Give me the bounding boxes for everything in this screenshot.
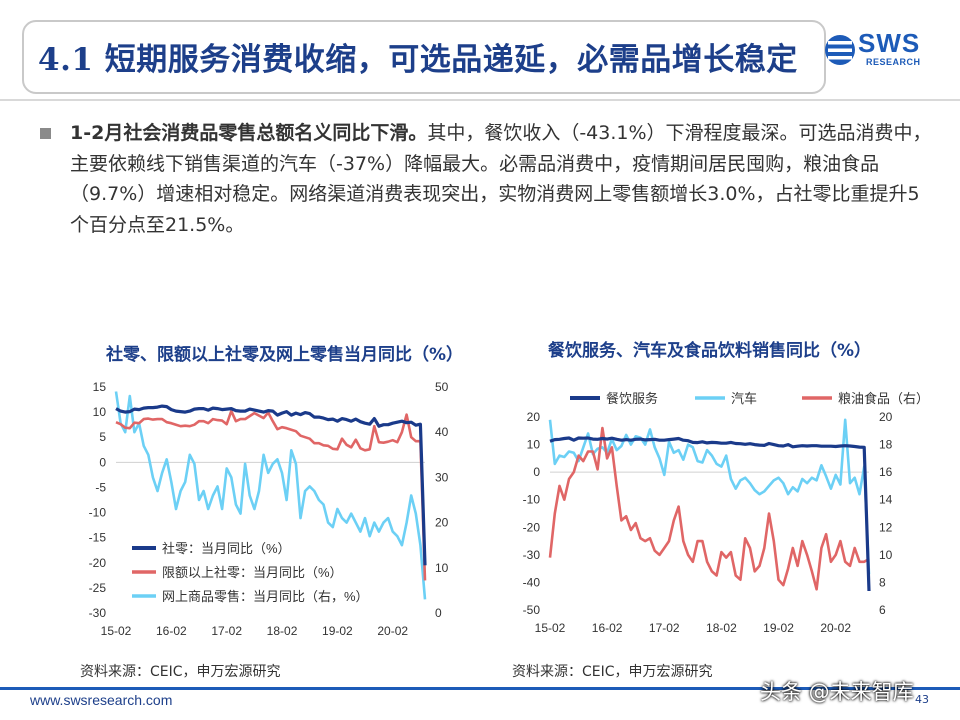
series-line-2 [115, 409, 427, 581]
series-line-3 [114, 391, 427, 600]
y-left-tick-label: -10 [89, 506, 107, 520]
right-chart: 20 10 0 -10 -20 -30 -40 -50 20 18 16 14 12 10 8 6 15-02 1… [523, 391, 929, 635]
y-left-tick-label: -50 [523, 603, 541, 617]
y-left-tick-label: -20 [523, 520, 541, 534]
y-left-tick-label: -5 [95, 480, 106, 494]
series-line-1 [115, 404, 427, 566]
x-tick-label: 18-02 [267, 624, 298, 638]
y-left-tick-label: 20 [527, 410, 541, 424]
x-tick-label: 16-02 [156, 624, 187, 638]
x-tick-label: 19-02 [322, 624, 353, 638]
watermark-text: 头条 @未来智库 [760, 680, 914, 704]
y-right-tick-label: 30 [435, 470, 449, 484]
y-left-tick-label: -25 [89, 581, 107, 595]
y-left-tick-label: 0 [99, 455, 106, 469]
y-left-tick-label: 10 [527, 438, 541, 452]
y-left-tick-label: -30 [89, 606, 107, 620]
footer-url[interactable]: www.swsresearch.com [30, 692, 173, 708]
y-right-tick-label: 40 [435, 425, 449, 439]
page-title: 4.1 短期服务消费收缩，可选品递延，必需品增长稳定 [38, 42, 798, 78]
page-number: 43 [915, 693, 929, 706]
y-right-tick-label: 18 [879, 438, 893, 452]
x-tick-label: 17-02 [211, 624, 242, 638]
x-tick-label: 20-02 [377, 624, 408, 638]
y-left-tick-label: -30 [523, 548, 541, 562]
logo-text: SWS [858, 28, 921, 58]
y-right-tick-label: 0 [435, 606, 442, 620]
legend-label: 餐饮服务 [606, 391, 658, 406]
y-right-tick-label: 10 [879, 548, 893, 562]
legend-label: 粮油食品（右） [838, 391, 929, 406]
legend-label: 汽车 [731, 391, 757, 406]
series-line-1 [549, 436, 871, 592]
y-right-tick-label: 16 [879, 465, 893, 479]
legend-label: 社零：当月同比（%） [162, 541, 291, 556]
series-line-2 [548, 418, 871, 575]
header-divider [0, 99, 960, 101]
y-right-tick-label: 20 [879, 410, 893, 424]
logo-subtext: RESEARCH [866, 57, 921, 67]
y-left-tick-label: -15 [89, 531, 107, 545]
y-right-tick-label: 20 [435, 516, 449, 530]
x-tick-label: 20-02 [820, 621, 851, 635]
y-left-tick-label: -40 [523, 575, 541, 589]
y-right-tick-label: 50 [435, 380, 449, 394]
y-left-tick-label: -20 [89, 556, 107, 570]
title-frame [22, 20, 826, 94]
x-tick-label: 17-02 [649, 621, 680, 635]
summary-paragraph: 1-2月社会消费品零售总额名义同比下滑。其中，餐饮收入（-43.1%）下滑程度最… [70, 118, 938, 240]
footer-divider [0, 687, 960, 690]
y-right-tick-label: 8 [879, 575, 886, 589]
summary-bold: 1-2月社会消费品零售总额名义同比下滑。 [70, 122, 428, 144]
y-right-tick-label: 6 [879, 603, 886, 617]
right-source-note: 资料来源：CEIC，申万宏源研究 [512, 664, 713, 680]
y-left-tick-label: 5 [99, 430, 106, 444]
x-tick-label: 16-02 [592, 621, 623, 635]
y-left-tick-label: 10 [93, 405, 107, 419]
summary-text: 其中，餐饮收入（-43.1%）下滑程度最深。可选品消费中，主要依赖线下销售渠道的… [70, 122, 932, 236]
y-right-tick-label: 14 [879, 493, 893, 507]
y-right-tick-label: 10 [435, 561, 449, 575]
x-tick-label: 18-02 [706, 621, 737, 635]
x-tick-label: 15-02 [535, 621, 566, 635]
x-tick-label: 15-02 [101, 624, 132, 638]
legend-label: 限额以上社零：当月同比（%） [162, 565, 343, 580]
y-right-tick-label: 12 [879, 520, 893, 534]
series-line-3 [548, 426, 870, 591]
y-left-tick-label: 15 [93, 380, 107, 394]
legend-label: 网上商品零售：当月同比（右，%） [162, 589, 369, 604]
y-left-tick-label: 0 [533, 465, 540, 479]
x-tick-label: 19-02 [763, 621, 794, 635]
y-left-tick-label: -10 [523, 493, 541, 507]
bullet-square-icon [40, 128, 51, 139]
left-chart-title: 社零、限额以上社零及网上零售当月同比（%） [106, 345, 464, 365]
sws-logo-icon [825, 35, 855, 65]
right-chart-title: 餐饮服务、汽车及食品饮料销售同比（%） [548, 341, 872, 361]
left-source-note: 资料来源：CEIC，申万宏源研究 [80, 664, 281, 680]
